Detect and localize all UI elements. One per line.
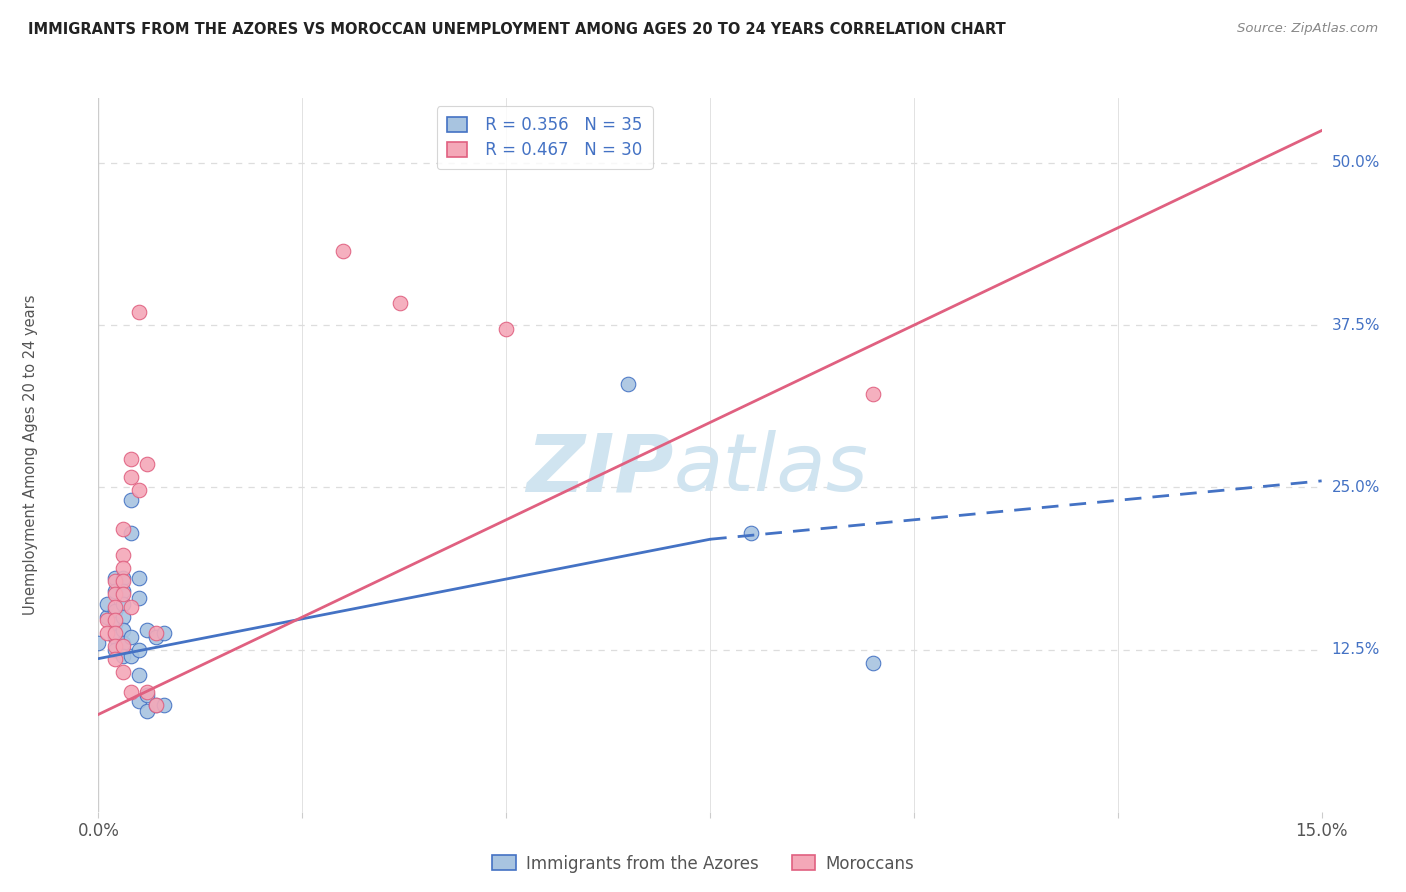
Text: Source: ZipAtlas.com: Source: ZipAtlas.com [1237,22,1378,36]
Legend:  R = 0.356   N = 35,  R = 0.467   N = 30: R = 0.356 N = 35, R = 0.467 N = 30 [437,106,652,169]
Point [104,625,127,640]
Point [862,656,884,670]
Text: 50.0%: 50.0% [1331,155,1379,170]
Point [145,630,167,644]
Point [389,296,412,310]
Point [740,525,762,540]
Text: IMMIGRANTS FROM THE AZORES VS MOROCCAN UNEMPLOYMENT AMONG AGES 20 TO 24 YEARS CO: IMMIGRANTS FROM THE AZORES VS MOROCCAN U… [28,22,1005,37]
Text: Unemployment Among Ages 20 to 24 years: Unemployment Among Ages 20 to 24 years [24,294,38,615]
Point [128,483,150,497]
Legend: Immigrants from the Azores, Moroccans: Immigrants from the Azores, Moroccans [485,848,921,880]
Point [104,574,127,588]
Point [96,597,118,611]
Point [152,625,174,640]
Text: 12.5%: 12.5% [1331,642,1379,657]
Point [128,305,150,319]
Point [111,574,134,588]
Point [104,584,127,599]
Point [120,648,142,663]
Point [145,698,167,713]
Point [136,685,159,699]
Point [87,636,110,650]
Point [862,387,884,401]
Point [104,571,127,585]
Point [120,451,142,466]
Point [495,322,517,336]
Point [128,591,150,605]
Point [120,630,142,644]
Point [136,457,159,471]
Point [96,625,118,640]
Point [128,668,150,682]
Point [111,639,134,653]
Point [96,610,118,624]
Text: ZIP: ZIP [526,430,673,508]
Text: 37.5%: 37.5% [1331,318,1379,333]
Point [120,470,142,484]
Point [332,244,354,259]
Point [128,571,150,585]
Point [111,571,134,585]
Text: atlas: atlas [673,430,868,508]
Point [111,587,134,601]
Point [120,685,142,699]
Point [128,642,150,657]
Point [104,599,127,614]
Point [111,665,134,679]
Point [111,548,134,562]
Point [111,623,134,637]
Point [104,651,127,665]
Point [120,599,142,614]
Point [111,584,134,599]
Point [104,642,127,657]
Point [136,688,159,702]
Point [617,376,640,391]
Point [104,604,127,618]
Point [111,522,134,536]
Point [111,561,134,575]
Point [152,698,174,713]
Point [104,613,127,627]
Point [136,704,159,718]
Point [111,610,134,624]
Point [104,616,127,631]
Point [111,648,134,663]
Point [128,694,150,708]
Point [111,597,134,611]
Point [104,630,127,644]
Point [120,493,142,508]
Point [104,639,127,653]
Point [120,525,142,540]
Point [136,623,159,637]
Point [145,625,167,640]
Point [111,636,134,650]
Text: 25.0%: 25.0% [1331,480,1379,495]
Point [145,698,167,713]
Point [104,587,127,601]
Point [96,613,118,627]
